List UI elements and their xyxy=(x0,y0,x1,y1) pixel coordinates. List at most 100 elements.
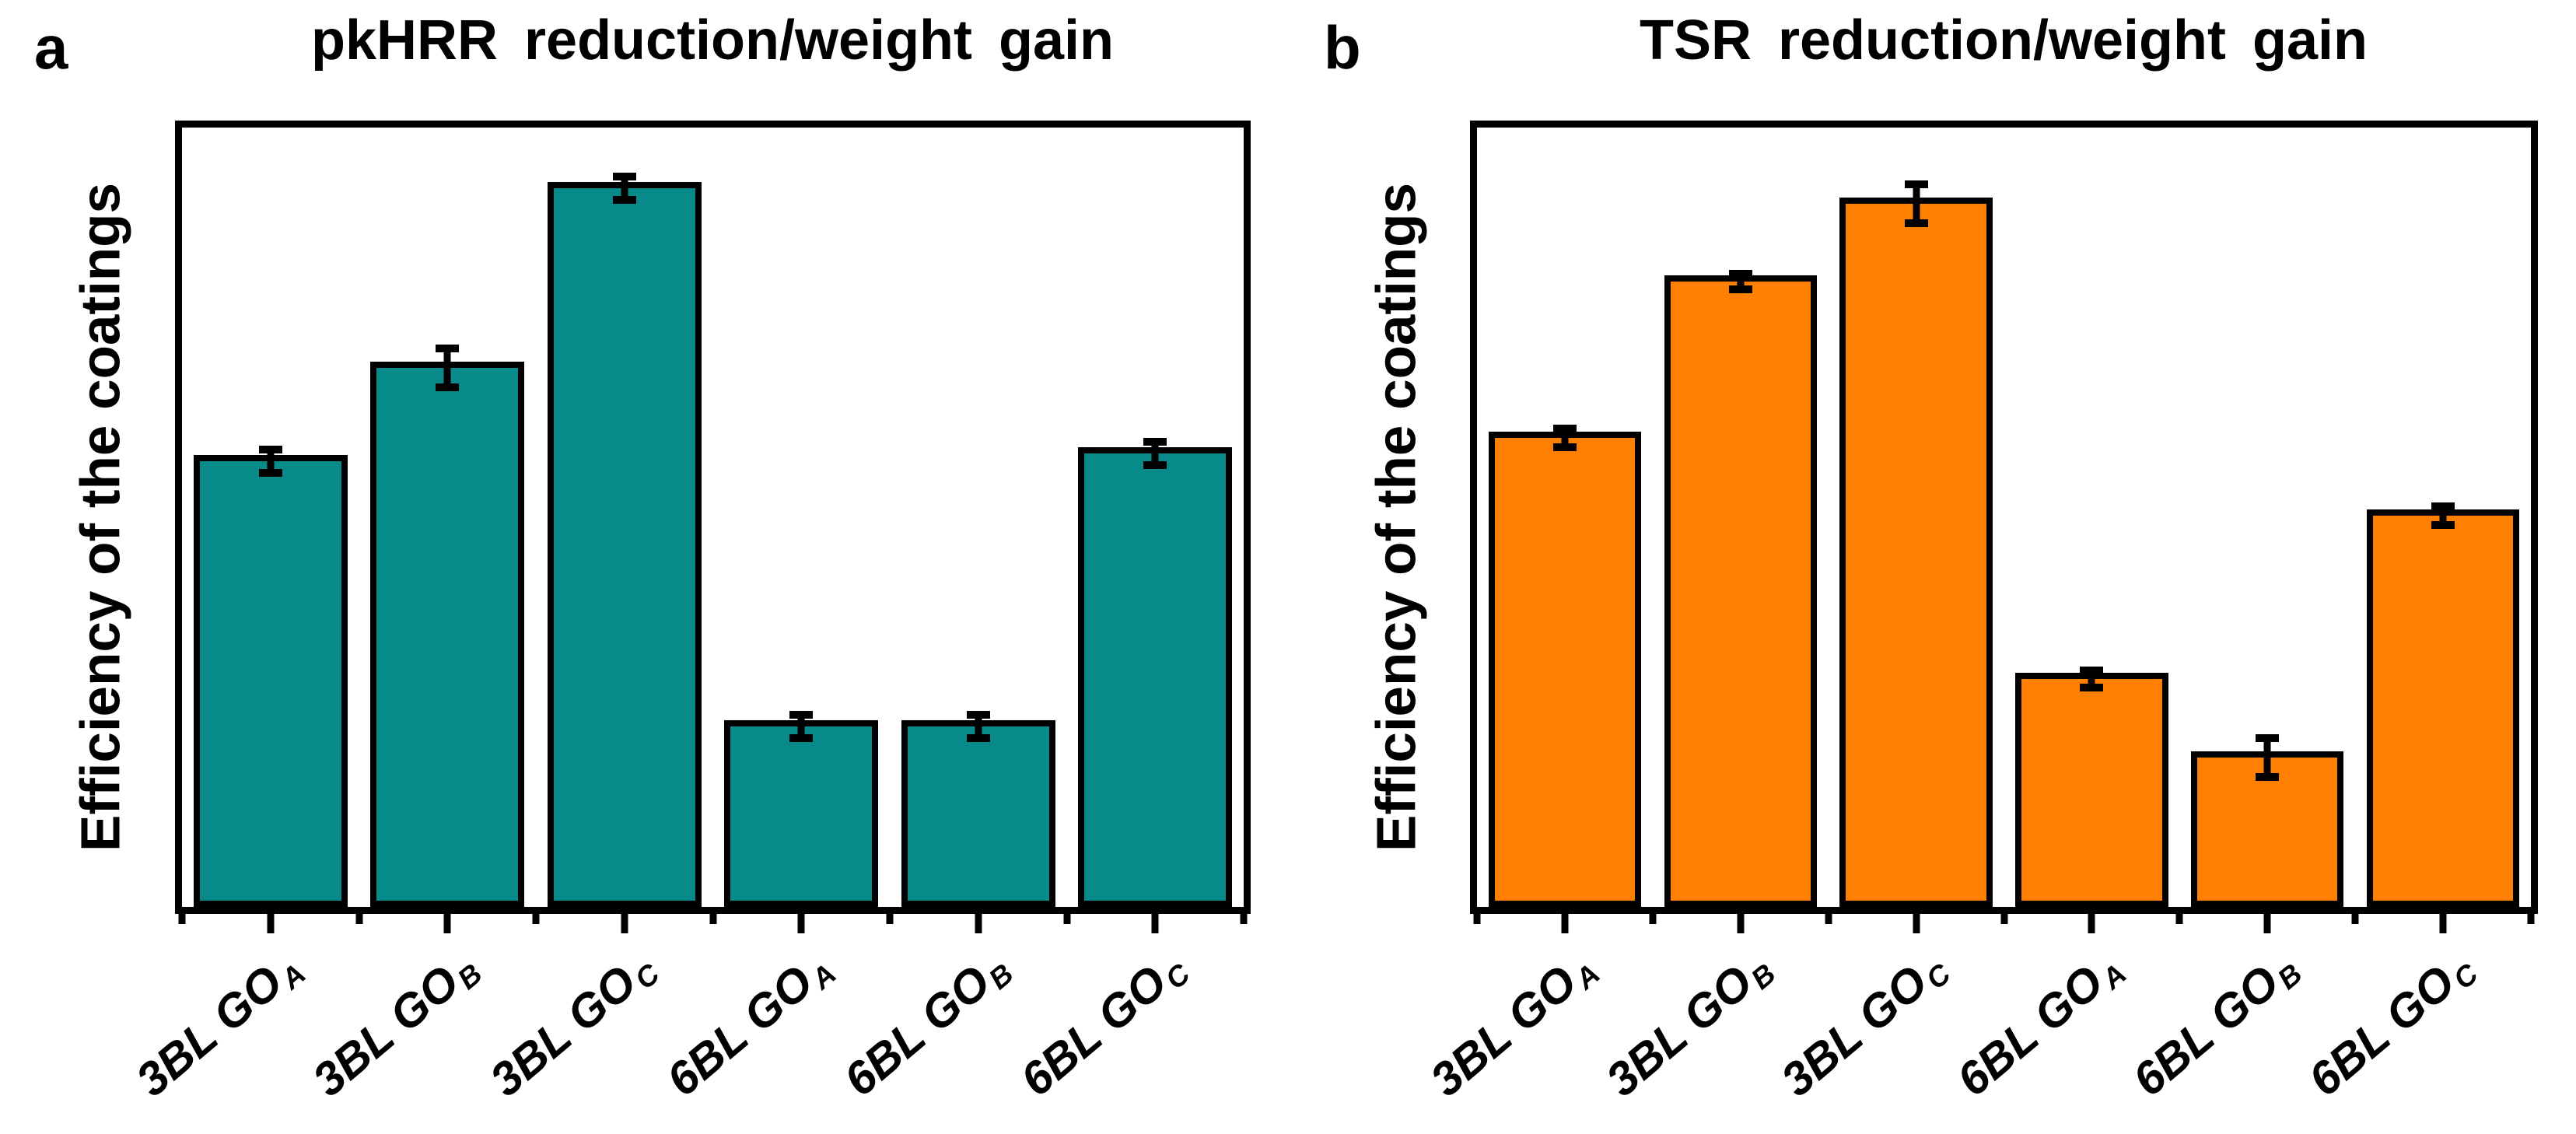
x-tick-major xyxy=(2088,914,2095,933)
bar-3BL-GOB xyxy=(1664,270,1817,907)
error-bar xyxy=(612,173,636,205)
x-tick-label-main: 3BL GO xyxy=(303,955,469,1107)
bar-6BL-GOA xyxy=(724,710,879,907)
error-bar xyxy=(966,710,990,742)
error-bar-cap-top xyxy=(966,710,990,719)
bar-3BL-GOA xyxy=(193,445,348,907)
x-tick-label: 3BL GOC xyxy=(480,943,665,1107)
error-bar-line xyxy=(621,173,628,205)
x-tick-minor xyxy=(1063,914,1070,924)
x-tick-label-main: 6BL GO xyxy=(834,955,1000,1107)
error-bar-cap-top xyxy=(789,710,814,719)
panel-a-plot-area xyxy=(175,121,1251,914)
error-bar-cap-top xyxy=(1728,270,1752,278)
x-tick-minor xyxy=(532,914,540,924)
error-bar-cap-top xyxy=(1552,424,1577,432)
x-tick-major xyxy=(797,914,805,933)
x-tick-major xyxy=(2263,914,2271,933)
x-tick-label: 3BL GOB xyxy=(1596,943,1781,1107)
x-tick-minor xyxy=(178,914,186,924)
panel-a-y-axis-label: Efficiency of the coatings xyxy=(70,182,132,852)
bar-6BL-GOA xyxy=(2015,667,2168,907)
error-bar-cap-bottom xyxy=(1728,285,1752,294)
error-bar xyxy=(1728,270,1752,294)
x-tick-label: 6BL GOB xyxy=(834,943,1019,1107)
bar-6BL-GOC xyxy=(1078,437,1233,907)
x-tick-major xyxy=(1561,914,1569,933)
x-tick-minor xyxy=(2351,914,2359,924)
x-tick-label: 3BL GOA xyxy=(1420,943,1605,1107)
x-tick-label-main: 3BL GO xyxy=(1771,955,1938,1107)
x-tick-major xyxy=(975,914,982,933)
error-bar xyxy=(258,445,282,477)
error-bar-line xyxy=(797,710,805,742)
x-tick-label-main: 3BL GO xyxy=(1420,955,1587,1107)
error-bar-cap-bottom xyxy=(2080,684,2104,692)
bar-3BL-GOA xyxy=(1488,424,1642,907)
x-tick-label-main: 3BL GO xyxy=(1596,955,1762,1107)
error-bar-cap-top xyxy=(436,344,460,352)
x-tick-label-main: 6BL GO xyxy=(656,955,823,1107)
bar-3BL-GOB xyxy=(370,344,525,907)
x-tick-minor xyxy=(1473,914,1481,924)
x-tick-label: 6BL GOA xyxy=(656,943,842,1107)
error-bar-cap-bottom xyxy=(436,383,460,391)
panel-b-letter: b xyxy=(1324,13,1361,82)
error-bar xyxy=(2256,733,2280,781)
error-bar-cap-bottom xyxy=(2431,521,2455,530)
error-bar-cap-bottom xyxy=(1143,460,1167,469)
x-tick-major xyxy=(621,914,628,933)
x-tick-label-main: 6BL GO xyxy=(1947,955,2114,1107)
error-bar-cap-bottom xyxy=(2256,772,2280,781)
error-bar-cap-bottom xyxy=(258,468,282,477)
error-bar-cap-bottom xyxy=(789,733,814,742)
error-bar-cap-top xyxy=(2256,733,2280,742)
x-tick-label-main: 3BL GO xyxy=(126,955,292,1107)
panel-b-y-axis-label: Efficiency of the coatings xyxy=(1366,182,1428,852)
bar-6BL-GOC xyxy=(2366,502,2520,907)
error-bar-line xyxy=(1151,437,1159,469)
error-bar-cap-bottom xyxy=(1904,219,1928,228)
error-bar-cap-bottom xyxy=(1552,443,1577,451)
error-bar-cap-top xyxy=(1143,437,1167,446)
error-bar-line xyxy=(267,445,275,477)
error-bar xyxy=(1904,180,1928,228)
panel-b-plot-area xyxy=(1470,121,2538,914)
x-tick-minor xyxy=(886,914,894,924)
error-bar xyxy=(1143,437,1167,469)
x-tick-minor xyxy=(2175,914,2183,924)
x-tick-label: 3BL GOA xyxy=(126,943,311,1107)
panel-a-title: pkHRR reduction/weight gain xyxy=(310,9,1115,72)
error-bar-line xyxy=(443,344,451,391)
error-bar-line xyxy=(1913,180,1920,228)
x-tick-major xyxy=(1737,914,1745,933)
error-bar xyxy=(436,344,460,391)
error-bar xyxy=(1552,424,1577,451)
x-tick-label-main: 6BL GO xyxy=(1010,955,1177,1107)
error-bar-cap-top xyxy=(1904,180,1928,189)
x-tick-major xyxy=(443,914,451,933)
error-bar-cap-top xyxy=(258,445,282,453)
x-tick-minor xyxy=(2527,914,2535,924)
error-bar-line xyxy=(1561,424,1569,451)
x-tick-label-main: 6BL GO xyxy=(2298,955,2465,1107)
panel-b-title: TSR reduction/weight gain xyxy=(1639,9,2368,72)
x-tick-label: 6BL GOA xyxy=(1947,943,2133,1107)
error-bar xyxy=(2080,667,2104,692)
bar-3BL-GOC xyxy=(547,173,702,907)
x-tick-major xyxy=(267,914,275,933)
x-tick-label: 3BL GOB xyxy=(303,943,488,1107)
error-bar-line xyxy=(2263,733,2271,781)
x-tick-minor xyxy=(1649,914,1657,924)
x-tick-label: 6BL GOC xyxy=(1010,943,1196,1107)
error-bar-cap-top xyxy=(2431,502,2455,510)
panel-a-letter: a xyxy=(34,13,68,82)
error-bar xyxy=(789,710,814,742)
x-tick-minor xyxy=(2000,914,2007,924)
error-bar-cap-top xyxy=(612,173,636,181)
error-bar-line xyxy=(975,710,982,742)
x-tick-major xyxy=(1151,914,1159,933)
x-tick-minor xyxy=(355,914,362,924)
error-bar-line xyxy=(2439,502,2447,530)
